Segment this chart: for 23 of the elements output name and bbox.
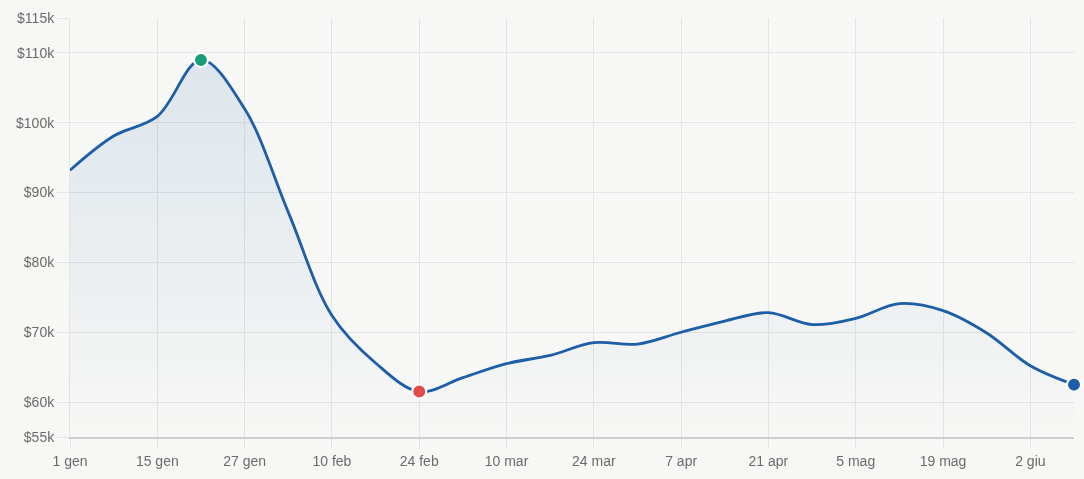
x-tick-label: 15 gen xyxy=(135,452,179,469)
y-tick-label: $115k xyxy=(17,9,56,26)
x-tick-label: 19 mag xyxy=(919,452,967,469)
x-tick-label: 2 giu xyxy=(1015,452,1046,469)
point xyxy=(1066,376,1082,393)
y-tick-label: $100k xyxy=(16,114,56,131)
x-tick-label: 5 mag xyxy=(836,452,876,469)
x-tick-label: 24 feb xyxy=(399,452,439,469)
x-tick-label: 24 mar xyxy=(572,452,616,469)
y-tick-label: $80k xyxy=(23,254,56,271)
x-tick-label: 1 gen xyxy=(52,452,88,469)
y-tick-label: $110k xyxy=(17,44,56,61)
y-tick-label: $90k xyxy=(23,184,56,201)
y-tick-label: $55k xyxy=(23,428,56,445)
x-tick-label: 10 mar xyxy=(484,452,529,469)
point xyxy=(192,51,209,68)
y-tick-label: $70k xyxy=(23,324,56,341)
x-tick-label: 10 feb xyxy=(312,452,352,469)
point xyxy=(411,383,428,400)
x-tick-label: 27 gen xyxy=(223,452,267,469)
y-tick-label: $60k xyxy=(23,393,56,410)
x-tick-label: 7 apr xyxy=(665,452,698,469)
x-tick-label: 21 apr xyxy=(748,452,789,469)
